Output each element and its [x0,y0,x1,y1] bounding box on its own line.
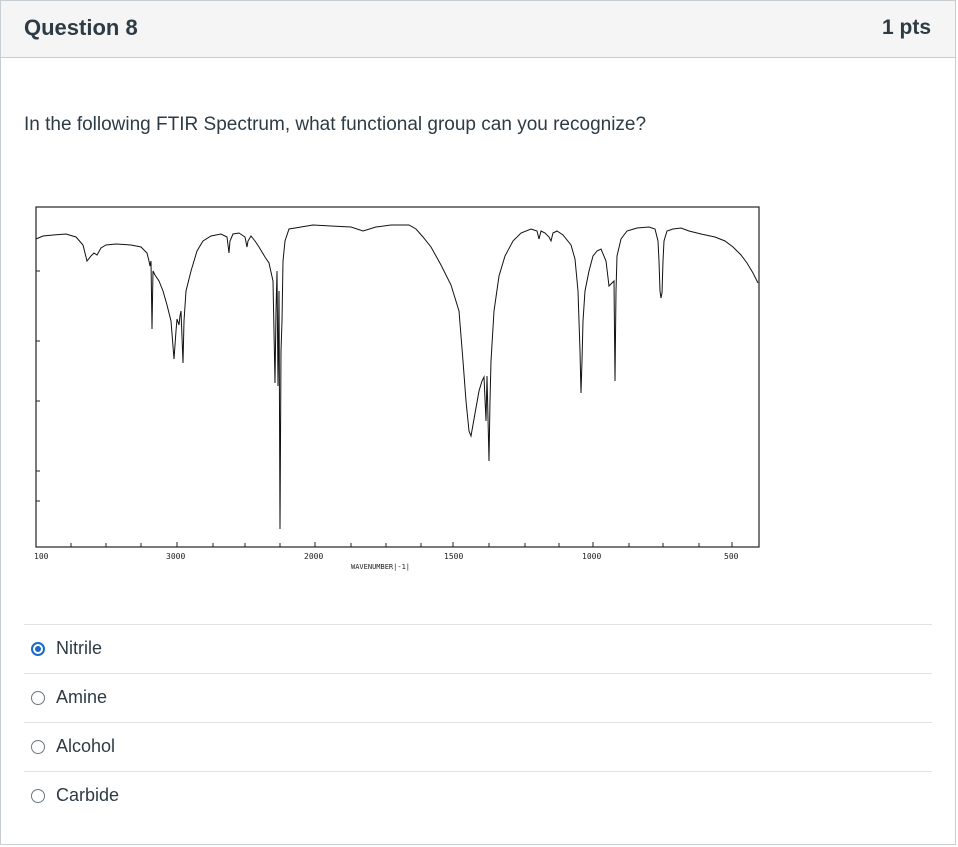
x-axis-label: WAVENUMBER|-1| [351,563,410,571]
answer-option-alcohol[interactable]: Alcohol [24,722,932,771]
tick-label-500: 500 [724,552,739,561]
radio-unselected-icon[interactable] [31,691,45,705]
spectrum-frame [35,206,760,548]
question-text: In the following FTIR Spectrum, what fun… [24,114,647,135]
answer-label: Alcohol [56,736,116,756]
tick-label-1500: 1500 [444,552,463,561]
answer-label: Nitrile [56,638,103,658]
tick-label-3000: 3000 [166,552,185,561]
ftir-spectrum-image: 100 3000 2000 1500 1000 500 WAVENUMBER|-… [34,206,760,571]
question-title: Question 8 [24,15,138,40]
radio-unselected-icon[interactable] [31,789,45,803]
answer-option-nitrile[interactable]: Nitrile [24,624,932,673]
answer-label: Amine [56,687,108,707]
spectrum-trace [35,224,759,530]
answer-list: Nitrile Amine Alcohol Carbide [24,624,932,820]
tick-label-100: 100 [34,552,49,561]
tick-label-2000: 2000 [304,552,323,561]
answer-option-carbide[interactable]: Carbide [24,771,932,820]
radio-unselected-icon[interactable] [31,740,45,754]
tick-label-1000: 1000 [582,552,601,561]
radio-selected-icon[interactable] [31,642,45,656]
question-points: 1 pts [881,16,931,39]
bottom-axis-ticks [70,542,733,547]
answer-label: Carbide [56,785,120,805]
answer-option-amine[interactable]: Amine [24,673,932,722]
question-header: Question 8 1 pts [1,1,955,58]
left-axis-ticks [36,270,40,502]
